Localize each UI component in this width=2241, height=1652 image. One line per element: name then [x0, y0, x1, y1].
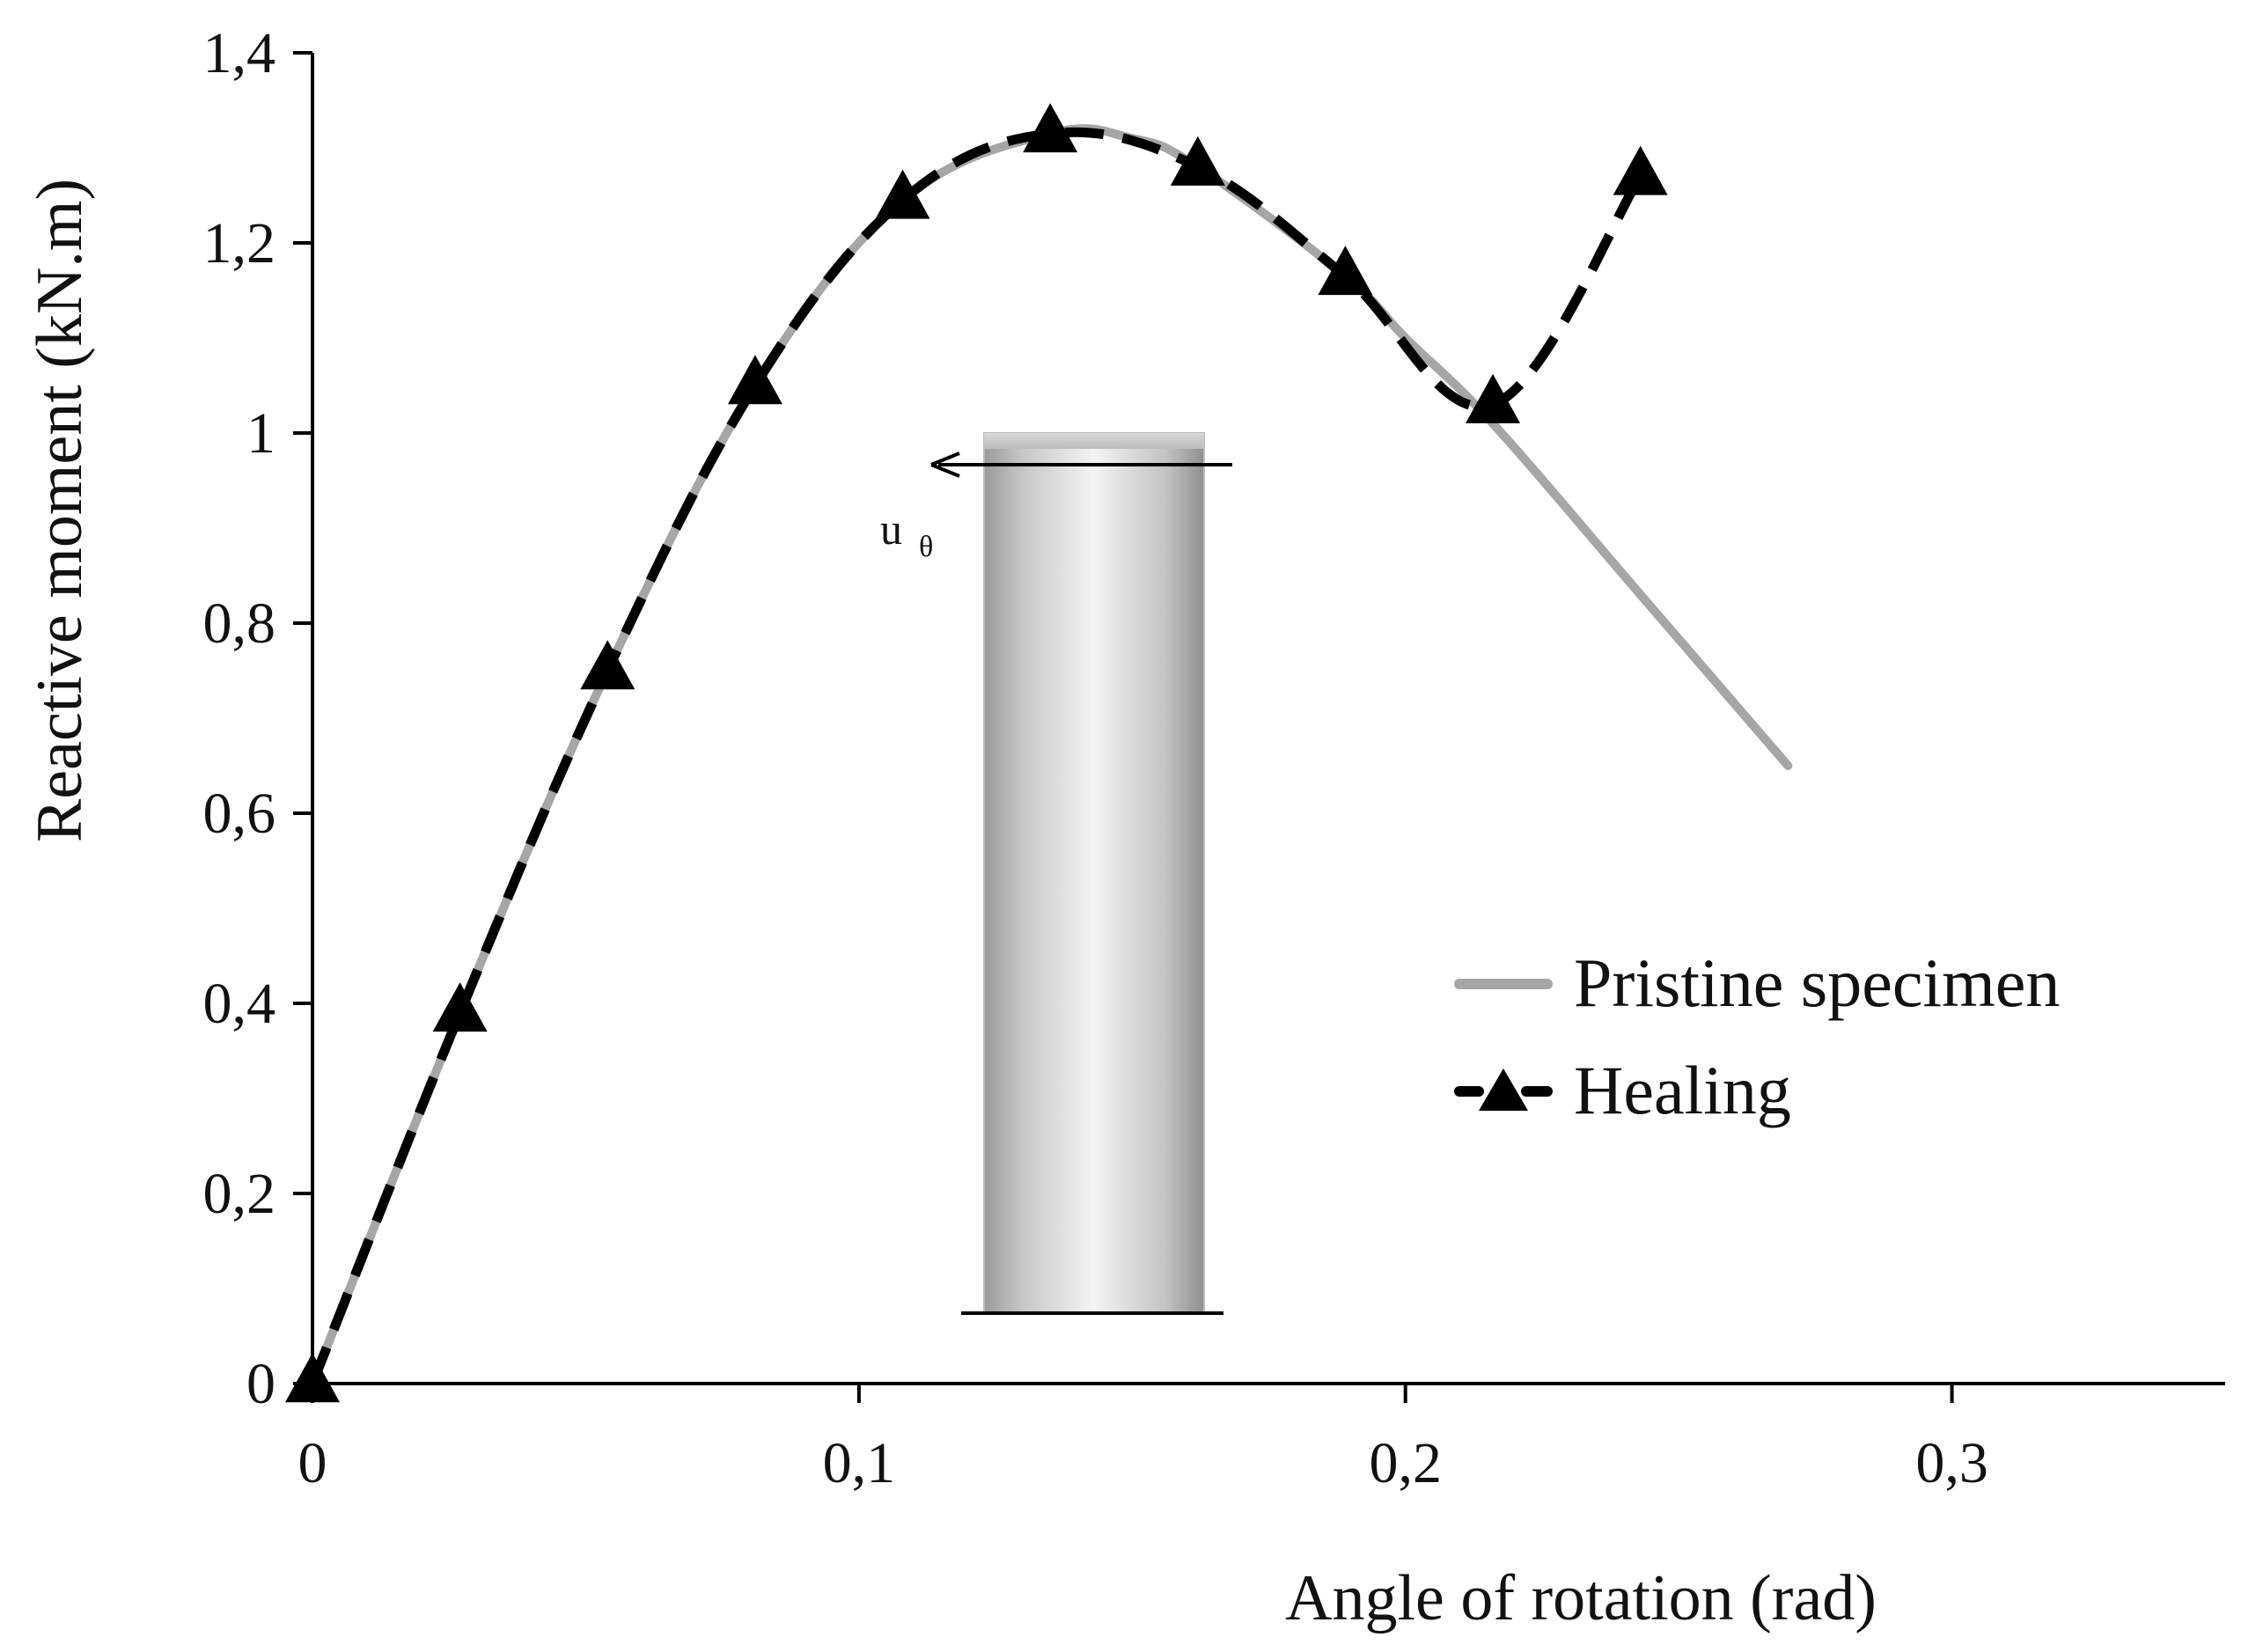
x-tick-label: 0,3 [1915, 1431, 1988, 1495]
rotation-label-subscript: θ [919, 531, 933, 563]
rotation-label: u [880, 504, 902, 554]
legend-pristine-label: Pristine specimen [1574, 944, 2060, 1021]
x-tick-label: 0 [298, 1431, 327, 1495]
rotation-arrow-head-icon [930, 452, 960, 478]
healing-data-point [580, 640, 636, 690]
healing-data-point [432, 982, 488, 1032]
cylinder-specimen-icon: u θ [880, 432, 1232, 1315]
x-tick-label: 0,1 [823, 1431, 896, 1495]
series-layer [285, 103, 1793, 1403]
legend-healing-marker-icon [1479, 1068, 1528, 1111]
x-axis-title: Angle of rotation (rad) [1285, 1562, 1877, 1634]
y-tick-label: 1,4 [203, 21, 276, 85]
healing-data-point [1023, 103, 1078, 153]
y-axis-title: Reactive moment (kN.m) [24, 179, 96, 842]
y-tick-label: 0 [246, 1352, 276, 1416]
y-tick-label: 1,2 [203, 211, 276, 275]
healing-data-point [1170, 136, 1225, 186]
cylinder-body [983, 432, 1205, 1314]
axes: 0 0,2 0,4 0,6 0,8 1 1,2 1,4 0 0,1 0,2 0,3 [203, 21, 2225, 1495]
healing-data-point [1613, 145, 1668, 195]
y-tick-label: 0,4 [203, 972, 276, 1036]
y-tick-label: 0,6 [203, 782, 276, 846]
series-line-healing [307, 127, 1645, 1386]
healing-data-point [875, 169, 930, 219]
legend: Pristine specimen Healing [1454, 944, 2060, 1128]
healing-data-point [1318, 246, 1373, 296]
y-tick-label: 1 [246, 401, 276, 466]
legend-healing-label: Healing [1574, 1052, 1791, 1128]
y-tick-label: 0,2 [203, 1162, 276, 1226]
healing-data-point [1466, 373, 1521, 423]
y-tick-label: 0,8 [203, 591, 276, 656]
healing-data-point [727, 355, 783, 405]
x-tick-label: 0,2 [1369, 1431, 1442, 1495]
cylinder-top-face [984, 433, 1204, 449]
